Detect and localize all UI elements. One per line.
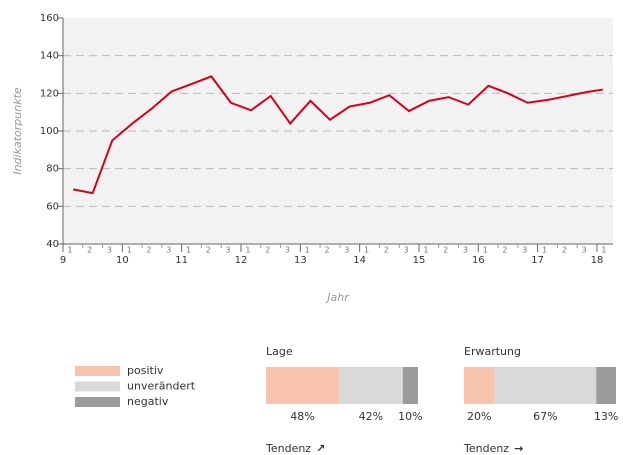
y-tick-label: 100 — [40, 126, 59, 137]
bar-segment — [266, 367, 339, 404]
x-tick-label: 17 — [531, 255, 544, 266]
y-tick-label: 140 — [40, 51, 59, 62]
minor-tick-label: 1 — [67, 246, 72, 255]
tendency-arrow: ↗ — [316, 442, 325, 455]
x-tick-label: 12 — [235, 255, 248, 266]
x-tick-label: 13 — [294, 255, 307, 266]
minor-tick-label: 3 — [582, 246, 587, 255]
tendency-label: Tendenz — [265, 442, 311, 455]
minor-tick-label: 3 — [166, 246, 171, 255]
minor-tick-label: 2 — [562, 246, 567, 255]
legend-label: unverändert — [127, 380, 196, 393]
minor-tick-label: 2 — [443, 246, 448, 255]
data-line — [72, 75, 604, 195]
minor-tick-label: 3 — [463, 246, 468, 255]
value-label: 67% — [533, 410, 557, 423]
minor-tick-label: 2 — [265, 246, 270, 255]
minor-tick-label: 2 — [324, 246, 329, 255]
value-label: 20% — [467, 410, 491, 423]
minor-tick-label: 2 — [87, 246, 92, 255]
x-tick-label: 18 — [591, 255, 604, 266]
minor-tick-label: 3 — [344, 246, 349, 255]
tendency-label: Tendenz — [463, 442, 509, 455]
minor-tick-label: 3 — [404, 246, 409, 255]
value-label: 48% — [290, 410, 314, 423]
y-tick-label: 80 — [46, 164, 59, 175]
x-tick-label: 9 — [60, 255, 66, 266]
bar-title: Erwartung — [464, 345, 521, 358]
minor-tick-label: 1 — [601, 246, 606, 255]
minor-tick-label: 2 — [146, 246, 151, 255]
y-axis-label: Indikatorpunkte — [11, 87, 24, 175]
minor-tick-label: 1 — [423, 246, 428, 255]
value-label: 42% — [359, 410, 383, 423]
legend-swatch — [75, 397, 120, 407]
minor-tick-label: 1 — [127, 246, 132, 255]
bar-segment — [402, 367, 418, 404]
minor-tick-label: 2 — [502, 246, 507, 255]
bar-segment — [338, 367, 403, 404]
y-tick-label: 60 — [46, 201, 59, 212]
x-tick-label: 11 — [175, 255, 188, 266]
minor-tick-label: 1 — [542, 246, 547, 255]
minor-tick-label: 3 — [522, 246, 527, 255]
y-tick-label: 40 — [46, 239, 59, 250]
minor-tick-label: 1 — [305, 246, 310, 255]
minor-tick-label: 2 — [384, 246, 389, 255]
minor-tick-label: 2 — [206, 246, 211, 255]
bar-title: Lage — [266, 345, 293, 358]
minor-tick-label: 3 — [107, 246, 112, 255]
legend-label: negativ — [127, 395, 169, 408]
minor-tick-label: 1 — [245, 246, 250, 255]
legend-swatch — [75, 381, 120, 392]
legend-swatch — [75, 366, 120, 376]
y-tick-label: 160 — [40, 13, 59, 24]
minor-tick-label: 1 — [483, 246, 488, 255]
x-tick-label: 15 — [413, 255, 426, 266]
value-label: 13% — [594, 410, 618, 423]
x-tick-label: 16 — [472, 255, 485, 266]
bar-segment — [596, 367, 616, 404]
minor-tick-label: 3 — [285, 246, 290, 255]
minor-tick-label: 3 — [226, 246, 231, 255]
bar-segment — [494, 367, 597, 404]
x-axis-label: Jahr — [325, 291, 350, 304]
tendency-arrow: → — [514, 442, 523, 455]
value-label: 10% — [398, 410, 422, 423]
legend-label: positiv — [127, 364, 164, 377]
minor-tick-label: 1 — [364, 246, 369, 255]
bar-segment — [464, 367, 495, 404]
x-tick-label: 10 — [116, 255, 129, 266]
minor-tick-label: 1 — [186, 246, 191, 255]
y-tick-label: 120 — [40, 88, 59, 99]
x-tick-label: 14 — [353, 255, 366, 266]
